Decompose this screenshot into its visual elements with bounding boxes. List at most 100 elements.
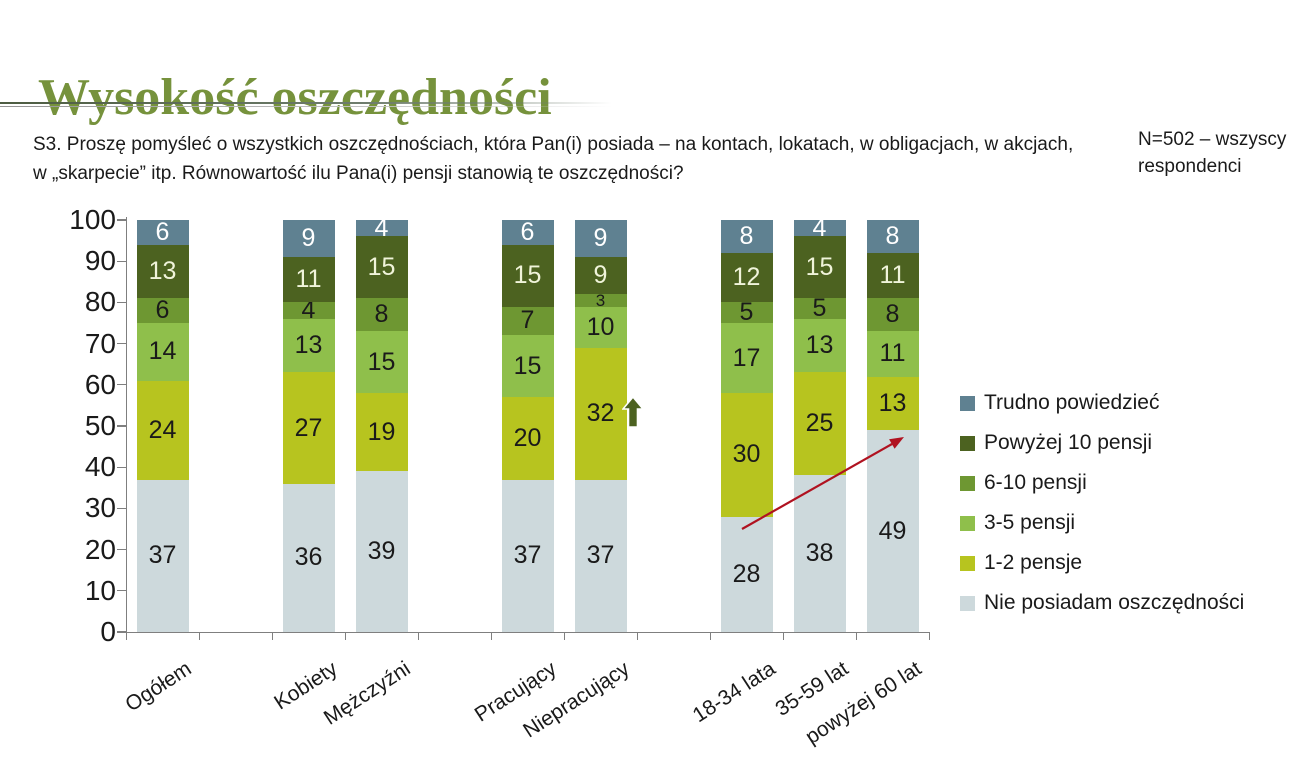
x-axis-tick	[126, 632, 128, 640]
x-axis-tick	[637, 632, 639, 640]
bar-segment-value: 13	[878, 388, 907, 417]
y-axis-tick	[117, 548, 126, 551]
legend-swatch	[960, 475, 975, 491]
bar-segment-value: 20	[513, 423, 542, 452]
y-axis-tick-label: 90	[84, 245, 116, 277]
bar-segment-value: 7	[520, 306, 535, 335]
legend-item: Trudno powiedzieć	[960, 391, 1244, 414]
bar-segment-value: 9	[593, 224, 608, 253]
bar-segment: 13	[866, 376, 919, 431]
legend-label: Powyżej 10 pensji	[984, 431, 1153, 454]
bar-segment: 32	[574, 347, 627, 480]
bar-segment-value: 4	[301, 296, 316, 325]
bar-segment: 8	[720, 220, 773, 253]
bar-segment-value: 32	[586, 399, 615, 428]
y-axis-tick	[117, 260, 126, 262]
legend-item: 3-5 pensji	[960, 511, 1244, 534]
bar-segment: 27	[282, 372, 335, 484]
bar-segment-value: 5	[739, 298, 754, 327]
bar-segment: 13	[136, 244, 189, 299]
legend-label: 1-2 pensje	[984, 551, 1083, 574]
bar-segment: 14	[136, 323, 189, 381]
bar-segment: 19	[355, 393, 408, 472]
x-axis-tick	[564, 632, 566, 640]
x-axis-tick	[710, 632, 712, 640]
bar-segment-value: 37	[586, 541, 615, 570]
bar-segment-value: 37	[513, 541, 542, 570]
y-axis-tick-label: 10	[84, 574, 116, 606]
bar-segment: 4	[355, 215, 408, 240]
bar-segment: 5	[793, 294, 846, 323]
y-axis-tick	[117, 301, 126, 304]
bar-segment-value: 39	[367, 537, 396, 566]
legend-swatch	[960, 555, 975, 571]
bar-segment-value: 11	[879, 339, 906, 368]
bar-segment: 9	[574, 257, 627, 295]
bar-segment: 13	[793, 318, 846, 373]
bar-segment: 15	[793, 236, 846, 299]
bar-segment-value: 11	[879, 261, 906, 290]
bar-segment: 7	[501, 306, 554, 336]
bar-segment-value: 24	[148, 415, 177, 444]
bar-segment: 11	[866, 331, 919, 377]
bar-segment: 9	[282, 220, 335, 258]
x-axis-tick	[856, 632, 858, 640]
bar-segment: 15	[355, 236, 408, 299]
bar-segment-value: 25	[805, 409, 834, 438]
chart-legend: Trudno powiedzieć Powyżej 10 pensji 6-10 p…	[960, 391, 1244, 632]
bar-segment-value: 5	[812, 294, 827, 323]
legend-item: Powyżej 10 pensji	[960, 431, 1244, 454]
y-axis-tick	[117, 384, 126, 386]
bar-segment: 11	[282, 257, 335, 303]
bar-segment: 28	[720, 516, 773, 632]
stacked-bar-chart: 0 10 20 30 40 50 60 70 80 90 100 37 24 14 6 13 6 Ogółem 36…	[69, 204, 931, 749]
bar-segment-value: 13	[148, 256, 177, 285]
legend-label: Trudno powiedzieć	[984, 391, 1160, 414]
bar-segment: 37	[574, 479, 627, 632]
bar-segment-value: 4	[812, 213, 827, 242]
bar-segment: 4	[793, 215, 846, 240]
sample-size-note: N=502 – wszyscy respondenci	[1138, 129, 1287, 177]
legend-item: 6-10 pensji	[960, 471, 1244, 494]
bar-segment: 9	[574, 220, 627, 258]
bar-segment-value: 15	[513, 261, 542, 290]
legend-item: 1-2 pensje	[960, 551, 1244, 574]
bar-segment: 15	[355, 331, 408, 394]
bar-segment: 5	[720, 298, 773, 327]
bar-segment: 25	[793, 372, 846, 476]
y-axis-tick-label: 80	[84, 286, 116, 318]
bar-segment-value: 36	[294, 543, 323, 572]
bar-segment: 11	[866, 252, 919, 299]
y-axis-tick-label: 20	[84, 533, 116, 565]
legend-swatch	[960, 435, 975, 451]
y-axis-tick	[117, 631, 126, 633]
bar-segment: 36	[282, 483, 335, 632]
bar-segment-value: 9	[301, 224, 316, 253]
bar-segment: 15	[501, 244, 554, 307]
bar-segment: 15	[501, 335, 554, 398]
legend-item: Nie posiadam oszczędności	[960, 591, 1244, 614]
bar-segment-value: 28	[732, 559, 761, 588]
bar-segment-value: 27	[294, 413, 323, 442]
bar-segment: 17	[720, 323, 773, 394]
page-title: Wysokość oszczędności	[38, 68, 552, 126]
x-axis-tick	[199, 632, 201, 640]
bar-segment: 30	[720, 393, 773, 517]
bar-segment: 8	[355, 298, 408, 332]
x-axis-tick	[491, 632, 493, 640]
bar-segment-value: 30	[732, 440, 761, 469]
legend-label: 3-5 pensji	[984, 511, 1076, 534]
x-axis-tick	[418, 632, 420, 640]
legend-label: 6-10 pensji	[984, 471, 1087, 494]
y-axis-tick-label: 0	[100, 616, 116, 647]
bar-segment-value: 17	[732, 343, 761, 372]
title-divider-line-bottom	[0, 106, 612, 107]
y-axis-tick	[117, 425, 126, 427]
survey-question-line2: w „skarpecie” itp. Równowartość ilu Pana…	[33, 163, 684, 184]
bar-segment-value: 3	[595, 290, 606, 310]
x-axis-tick	[272, 632, 274, 640]
bar-segment-value: 15	[367, 252, 396, 281]
bar-segment: 8	[866, 298, 919, 332]
y-axis-tick-label: 50	[84, 410, 116, 441]
bar-segment-value: 6	[155, 217, 170, 246]
